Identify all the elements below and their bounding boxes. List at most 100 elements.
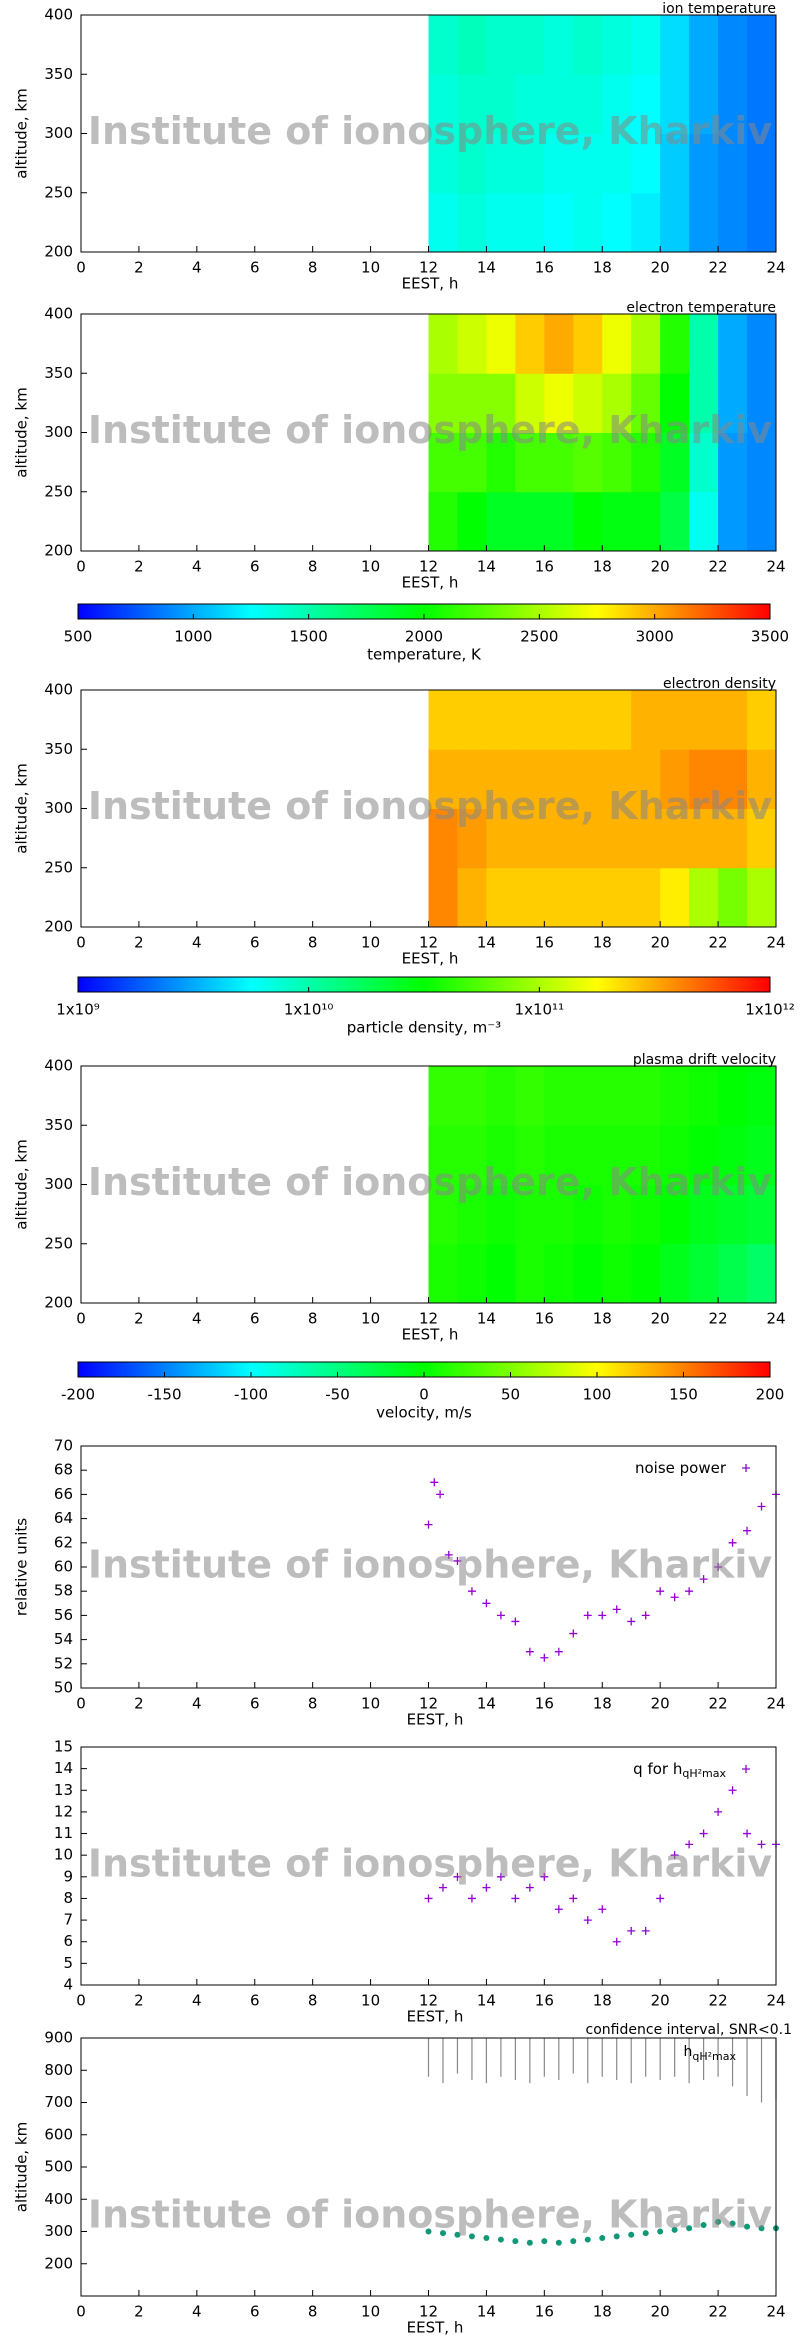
point bbox=[598, 1905, 607, 1914]
heat-cell bbox=[428, 749, 458, 809]
x-tick-label: 18 bbox=[593, 1992, 612, 2010]
x-tick-label: 24 bbox=[766, 1695, 785, 1713]
heat-cell bbox=[428, 314, 458, 374]
chart-title: ion temperature bbox=[662, 1, 776, 17]
y-tick-label: 350 bbox=[44, 740, 73, 758]
point bbox=[453, 1556, 462, 1565]
heat-cell bbox=[631, 314, 661, 374]
x-tick-label: 24 bbox=[766, 558, 785, 576]
x-tick-label: 16 bbox=[535, 558, 554, 576]
heat-cell bbox=[718, 432, 748, 493]
x-tick-label: 2 bbox=[134, 1695, 144, 1713]
point bbox=[483, 2234, 490, 2241]
heat-cell bbox=[486, 491, 516, 552]
x-tick-label: 20 bbox=[651, 1310, 670, 1328]
y-tick-label: 300 bbox=[44, 2222, 73, 2240]
colorbar-tick-label: 2500 bbox=[520, 628, 558, 646]
heat-cell bbox=[602, 808, 632, 869]
x-tick-label: 8 bbox=[308, 1310, 318, 1328]
heat-cell bbox=[573, 432, 603, 493]
colorbar-tick-label: 3000 bbox=[636, 628, 674, 646]
y-tick-label: 400 bbox=[44, 6, 73, 24]
x-tick-label: 16 bbox=[535, 1992, 554, 2010]
x-tick-label: 18 bbox=[593, 259, 612, 277]
colorbar-tick-label: 2000 bbox=[405, 628, 443, 646]
heat-cell bbox=[689, 1184, 719, 1245]
heat-cell bbox=[457, 749, 487, 809]
heat-cell bbox=[718, 808, 748, 869]
y-tick-label: 400 bbox=[44, 681, 73, 699]
x-tick-label: 2 bbox=[134, 558, 144, 576]
x-tick-label: 4 bbox=[192, 1310, 202, 1328]
colorbar-tick-label: 150 bbox=[669, 1386, 698, 1404]
heat-cell bbox=[602, 373, 632, 433]
heat-cell bbox=[631, 432, 661, 493]
point bbox=[454, 2231, 461, 2238]
y-tick-label: 6 bbox=[63, 1932, 73, 1950]
heat-cell bbox=[602, 1066, 632, 1126]
y-axis-label: altitude, km bbox=[13, 763, 31, 853]
heat-cell bbox=[457, 314, 487, 374]
point bbox=[525, 1883, 534, 1892]
colorbar-tick-label: 50 bbox=[501, 1386, 520, 1404]
x-tick-label: 6 bbox=[250, 1992, 260, 2010]
y-tick-label: 7 bbox=[63, 1911, 73, 1929]
heat-cell bbox=[573, 133, 603, 194]
heat-cell bbox=[544, 491, 574, 552]
heat-cell bbox=[428, 373, 458, 433]
point bbox=[444, 1550, 453, 1559]
heat-cell bbox=[747, 133, 777, 194]
heat-cell bbox=[747, 192, 777, 253]
point bbox=[424, 1520, 433, 1529]
point bbox=[743, 1526, 752, 1535]
heat-cell bbox=[515, 491, 545, 552]
heat-cell bbox=[428, 491, 458, 552]
heat-cell bbox=[544, 432, 574, 493]
x-tick-label: 2 bbox=[134, 1992, 144, 2010]
heat-cell bbox=[660, 1243, 690, 1304]
y-axis-label: relative units bbox=[13, 1518, 31, 1616]
heat-cell bbox=[457, 192, 487, 253]
heat-cell bbox=[573, 1243, 603, 1304]
heat-cell bbox=[457, 1184, 487, 1245]
y-tick-label: 900 bbox=[44, 2029, 73, 2047]
point bbox=[425, 2228, 432, 2235]
heat-cell bbox=[544, 15, 574, 75]
y-tick-label: 68 bbox=[54, 1461, 73, 1479]
x-tick-label: 12 bbox=[419, 934, 438, 952]
heat-cell bbox=[718, 1184, 748, 1245]
x-tick-label: 0 bbox=[76, 1310, 86, 1328]
watermark: Institute of ionosphere, Kharkiv bbox=[88, 109, 773, 153]
heat-cell bbox=[457, 808, 487, 869]
heat-cell bbox=[457, 373, 487, 433]
point bbox=[656, 1894, 665, 1903]
heat-cell bbox=[631, 192, 661, 253]
point bbox=[436, 1490, 445, 1499]
heat-cell bbox=[428, 867, 458, 928]
heat-cell bbox=[602, 749, 632, 809]
y-tick-label: 15 bbox=[54, 1738, 73, 1756]
point bbox=[627, 1617, 636, 1626]
colorbar-tick-label: 1x10¹¹ bbox=[515, 1001, 565, 1019]
heat-cell bbox=[544, 1066, 574, 1126]
heat-cell bbox=[718, 15, 748, 75]
heat-cell bbox=[544, 1243, 574, 1304]
y-tick-label: 58 bbox=[54, 1582, 73, 1600]
y-tick-label: 8 bbox=[63, 1889, 73, 1907]
heat-cell bbox=[515, 1125, 545, 1185]
heat-cell bbox=[486, 133, 516, 194]
heat-cell bbox=[428, 808, 458, 869]
heat-cell bbox=[631, 373, 661, 433]
heat-cell bbox=[660, 192, 690, 253]
heat-cell bbox=[660, 133, 690, 194]
y-tick-label: 60 bbox=[54, 1558, 73, 1576]
x-tick-label: 10 bbox=[361, 558, 380, 576]
heat-cell bbox=[660, 314, 690, 374]
heat-cell bbox=[428, 15, 458, 75]
heat-cell bbox=[718, 491, 748, 552]
y-tick-label: 350 bbox=[44, 65, 73, 83]
heat-cell bbox=[602, 1243, 632, 1304]
x-tick-label: 10 bbox=[361, 934, 380, 952]
legend-subscript: qH²max bbox=[682, 1767, 726, 1780]
